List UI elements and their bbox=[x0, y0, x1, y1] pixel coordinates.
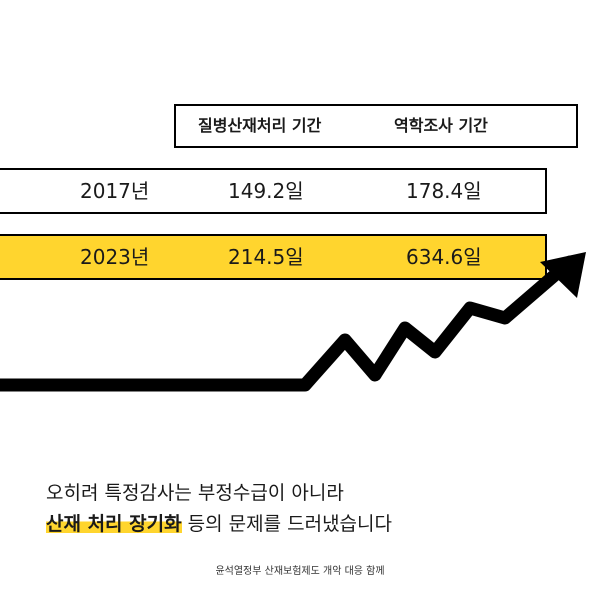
row-year: 2017년 bbox=[80, 179, 150, 203]
header-disease-period: 질병산재처리 기간 bbox=[198, 116, 322, 135]
caption-line-1: 오히려 특정감사는 부정수급이 아니라 bbox=[46, 482, 344, 504]
row-epi-period: 634.6일 bbox=[406, 245, 482, 269]
row-year: 2023년 bbox=[80, 245, 150, 269]
row-epi-period: 178.4일 bbox=[406, 179, 482, 203]
row-disease-period: 214.5일 bbox=[228, 245, 304, 269]
table-row-2017: 2017년 149.2일 178.4일 bbox=[0, 168, 547, 214]
table-row-2023: 2023년 214.5일 634.6일 bbox=[0, 234, 547, 280]
caption: 오히려 특정감사는 부정수급이 아니라 산재 처리 장기화 등의 문제를 드러냈… bbox=[46, 478, 566, 540]
caption-line-2-rest: 등의 문제를 드러냈습니다 bbox=[181, 513, 392, 535]
row-disease-period: 149.2일 bbox=[228, 179, 304, 203]
caption-line-2: 산재 처리 장기화 등의 문제를 드러냈습니다 bbox=[46, 509, 566, 540]
table-header: 질병산재처리 기간 역학조사 기간 bbox=[174, 104, 578, 148]
caption-highlight: 산재 처리 장기화 bbox=[46, 513, 182, 535]
header-epi-period: 역학조사 기간 bbox=[394, 116, 488, 135]
footer-credit: 윤석열정부 산재보험제도 개악 대응 함께 bbox=[215, 566, 385, 577]
